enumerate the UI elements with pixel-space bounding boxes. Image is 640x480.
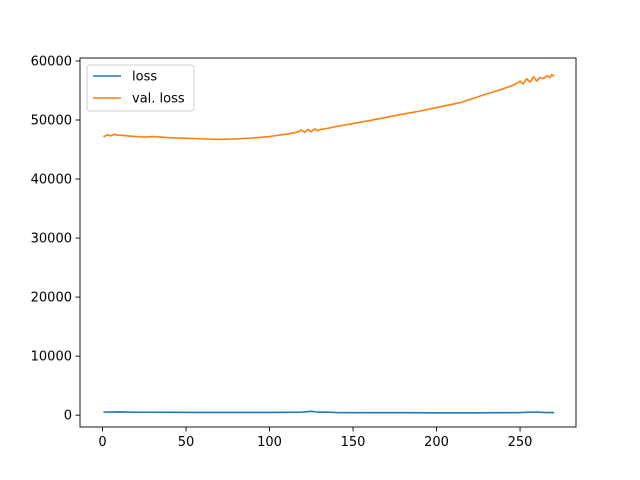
x-axis-ticks: 0 50 100 150 200 250 [98,427,532,450]
y-axis-ticks: 0 10000 20000 30000 40000 50000 60000 [31,54,80,424]
plot-area [80,58,576,427]
x-tick-label: 200 [424,435,449,450]
y-tick-label: 60000 [31,54,72,69]
legend-label-val-loss: val. loss [132,92,185,107]
series-line-loss [103,410,555,414]
legend-label-loss: loss [132,70,157,85]
series-layer [103,73,555,414]
x-tick-label: 50 [178,435,195,450]
y-tick-label: 0 [64,409,72,424]
x-tick-label: 0 [98,435,106,450]
x-tick-label: 150 [341,435,366,450]
y-tick-label: 10000 [31,350,72,365]
plot-frame [79,57,577,428]
x-tick-label: 100 [257,435,282,450]
legend: loss val. loss [86,64,195,112]
x-tick-label: 250 [508,435,533,450]
y-tick-label: 30000 [31,232,72,247]
axes-layer [79,57,577,428]
y-tick-label: 50000 [31,113,72,128]
series-line-val-loss [103,73,555,141]
y-tick-label: 20000 [31,291,72,306]
y-tick-label: 40000 [31,173,72,188]
